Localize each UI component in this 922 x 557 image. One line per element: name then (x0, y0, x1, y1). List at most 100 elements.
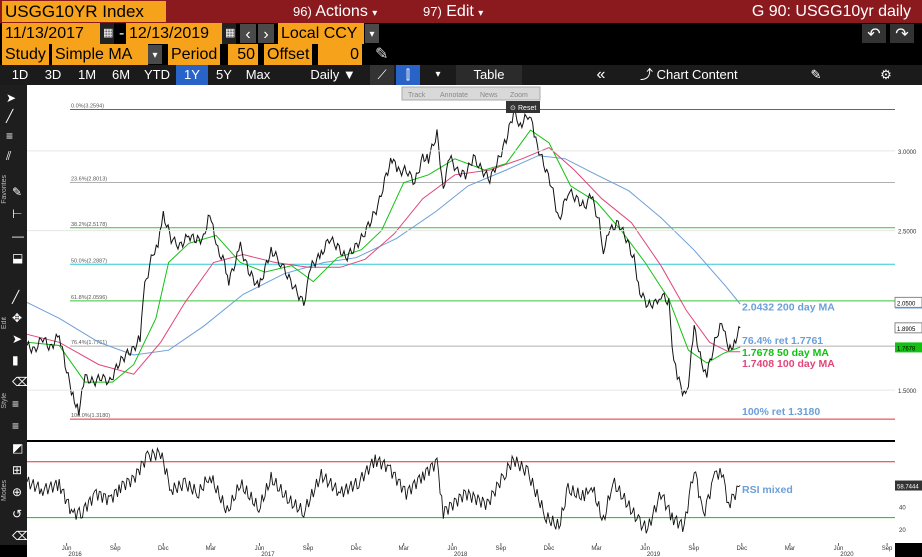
price-tag-label: 1.8905 (897, 327, 916, 333)
timeframe-ytd-button[interactable]: YTD (144, 67, 170, 82)
chart-content-button[interactable]: ⤴ Chart Content (640, 65, 760, 85)
reset-button[interactable]: Reset (518, 105, 536, 112)
calendar-icon[interactable]: ▦ (100, 23, 114, 44)
study-select[interactable]: Simple MA (52, 44, 148, 65)
rsi-line (26, 446, 741, 534)
price-tag-label: 1.7678 (897, 346, 916, 352)
chevron-down-icon[interactable]: ▾ (435, 69, 441, 80)
undo-icon[interactable]: ↶ (862, 24, 886, 43)
shape-icon[interactable]: ⬓ (12, 251, 24, 265)
edit-side-label: Edit (1, 317, 8, 330)
hline-icon[interactable]: — (12, 229, 24, 243)
start-date-field[interactable]: 11/13/2017 (2, 23, 100, 44)
title-bar: USGG10YR Index 96) Actions ▾ 97) Edit ▾ … (0, 0, 922, 24)
ticker-field[interactable]: USGG10YR Index (2, 1, 166, 22)
annotation-label: 1.7678 50 day MA (742, 347, 829, 359)
fib-label: 100.0%(1.3180) (71, 413, 110, 419)
timeframe-1m-button[interactable]: 1M (77, 67, 97, 82)
price-tag-label: 2.0500 (897, 301, 916, 307)
mode-icon[interactable]: ⊞ (12, 463, 23, 477)
drawing-toolbar: ➤ ╱ ≡ ⫽ Favorites ✎ ⊢ — ⬓ Edit ╱ ✥ ➤ ▮ ⌫… (0, 85, 29, 545)
edit-icon[interactable]: ✎ (810, 67, 822, 82)
pencil-icon[interactable]: ✎ (12, 185, 23, 199)
pencil-icon[interactable]: ✎ (375, 46, 389, 63)
x-tick-label: Jun (640, 546, 650, 552)
news-button[interactable]: News (480, 92, 498, 99)
eraser-icon[interactable]: ⌫ (12, 375, 29, 389)
fib-label: 76.4%(1.7761) (71, 340, 107, 346)
line-tool-icon[interactable]: ╱ (6, 109, 14, 123)
ruler-icon[interactable]: ⊢ (12, 207, 23, 221)
select-icon[interactable]: ➤ (12, 332, 23, 346)
x-tick-label: Jun (255, 546, 265, 552)
x-tick-label: Sep (303, 546, 314, 552)
y-tick-label: 1.5000 (898, 389, 917, 395)
actions-label: Actions (315, 3, 368, 20)
rsi-last-tag (895, 480, 922, 491)
chevron-down-icon[interactable]: ▾ (148, 45, 162, 64)
main-plot-bg (27, 85, 895, 440)
edit-menu[interactable]: 97) Edit ▾ (420, 1, 510, 24)
cursor-icon[interactable]: ➤ (6, 91, 17, 105)
gear-icon[interactable]: ⚙ (880, 67, 892, 82)
x-tick-label: Dec (351, 546, 362, 552)
timeframe-6m-button[interactable]: 6M (111, 67, 131, 82)
currency-field[interactable]: Local CCY (278, 23, 364, 44)
y-axis-bg (895, 85, 922, 543)
actions-menu[interactable]: 96) Actions ▾ (290, 1, 396, 24)
reset-icon: ⊙ (510, 105, 516, 112)
x-year-label: 2020 (840, 552, 854, 557)
x-axis-bg (27, 543, 895, 557)
weight-icon[interactable]: ≡ (12, 419, 20, 433)
redo-icon[interactable]: ↷ (890, 24, 914, 43)
annotate-button[interactable]: Annotate (440, 92, 468, 99)
track-button[interactable]: Track (408, 92, 426, 99)
line-style-icon[interactable]: ≡ (12, 397, 20, 411)
timeframe-1d-button[interactable]: 1D (11, 67, 29, 82)
chevron-right-icon[interactable]: › (258, 24, 274, 43)
line-chart-icon[interactable]: ⟋ (370, 65, 394, 85)
table-button[interactable]: Table (456, 65, 522, 85)
timeframe-5y-button[interactable]: 5Y (216, 67, 232, 82)
draw-icon[interactable]: ╱ (12, 290, 20, 304)
move-icon[interactable]: ✥ (12, 311, 23, 325)
timeframe-3d-button[interactable]: 3D (44, 67, 62, 82)
x-tick-label: Jun (62, 546, 72, 552)
fib-label: 0.0%(3.2594) (71, 103, 104, 109)
collapse-icon[interactable]: « (596, 66, 606, 83)
delete-icon[interactable]: ▮ (12, 353, 19, 367)
timeframe-max-button[interactable]: Max (245, 67, 271, 82)
rsi-last-label: 58.7444 (897, 485, 919, 491)
x-tick-label: Dec (158, 546, 169, 552)
y-tick-label: 3.0000 (898, 150, 917, 156)
zoom-button[interactable]: Zoom (510, 92, 528, 99)
offset-input[interactable]: 0 (318, 44, 362, 65)
fib-tool-icon[interactable]: ≡ (6, 129, 14, 143)
calendar-icon[interactable]: ▦ (222, 23, 236, 44)
fib-label: 38.2%(2.5178) (71, 222, 107, 228)
bar-chart-icon[interactable]: ⫿ (396, 65, 420, 85)
end-date-field[interactable]: 12/13/2019 (126, 23, 222, 44)
crosshair-icon[interactable]: ⊕ (12, 485, 23, 499)
erase-all-icon[interactable]: ⌫ (12, 529, 29, 543)
chevron-left-icon[interactable]: ‹ (240, 24, 256, 43)
ma50-line (26, 129, 741, 383)
annotation-label: 100% ret 1.3180 (742, 406, 820, 418)
frequency-select[interactable]: Daily ▼ (310, 67, 356, 82)
refresh-icon[interactable]: ↺ (12, 507, 23, 521)
x-tick-label: Mar (785, 546, 795, 552)
x-tick-label: Sep (688, 546, 699, 552)
x-tick-label: Mar (399, 546, 409, 552)
channel-tool-icon[interactable]: ⫽ (6, 149, 12, 163)
timeframe-1y-button[interactable]: 1Y (176, 65, 208, 85)
study-label: Study (2, 44, 49, 65)
study-bar: Study Simple MA ▾ Period 50 Offset 0 ✎ (0, 44, 922, 65)
x-tick-label: Mar (591, 546, 601, 552)
period-input[interactable]: 50 (228, 44, 258, 65)
ma200-line (26, 155, 741, 356)
x-year-label: 2016 (68, 552, 82, 557)
color-icon[interactable]: ◩ (12, 441, 24, 455)
annotation-label: 1.7408 100 day MA (742, 358, 835, 370)
chevron-down-icon[interactable]: ▾ (365, 24, 379, 43)
fib-label: 23.6%(2.8013) (71, 177, 107, 183)
